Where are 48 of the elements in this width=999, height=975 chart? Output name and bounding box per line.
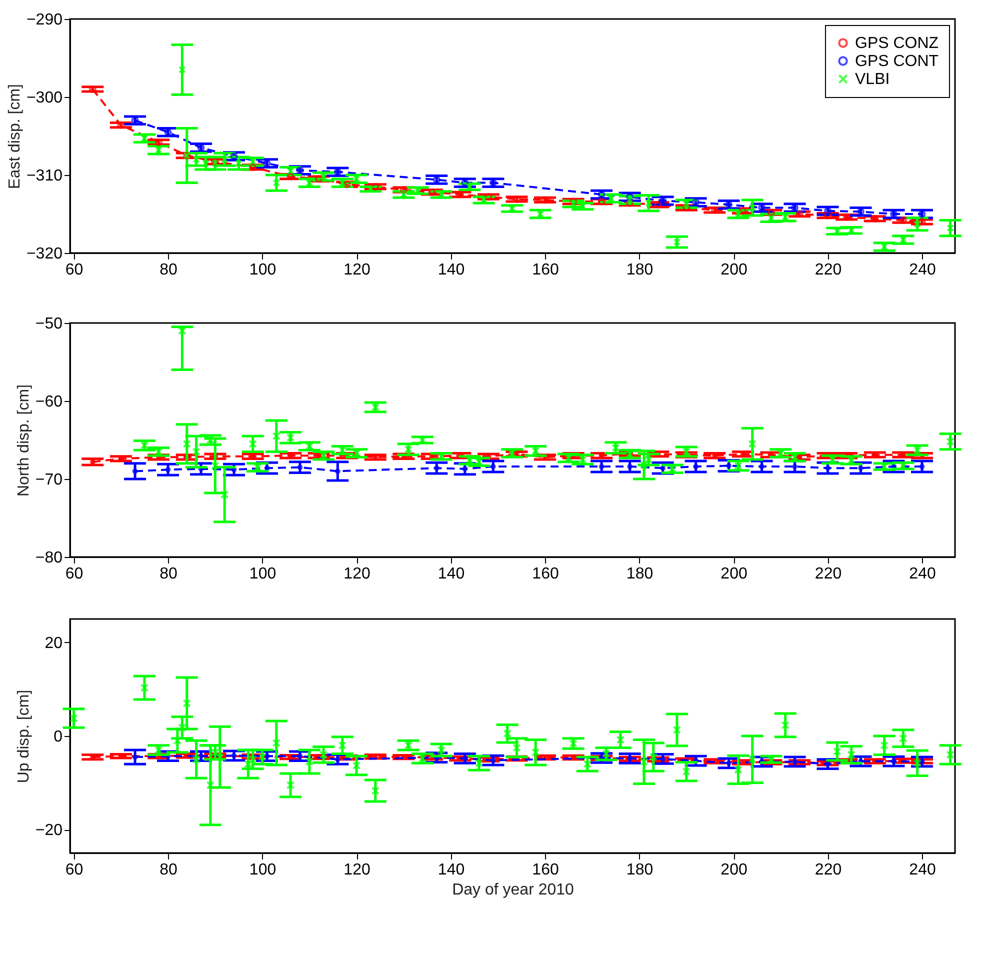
x-tick-label: 120 — [344, 862, 370, 878]
y-tick-label: −300 — [26, 90, 63, 106]
x-tick-label: 120 — [344, 566, 370, 582]
x-tick-label: 140 — [438, 566, 465, 582]
x-tick-label: 220 — [814, 566, 842, 582]
y-axis-title: Up disp. [cm] — [15, 690, 32, 784]
x-tick-label: 180 — [626, 862, 654, 878]
x-tick-label: 60 — [65, 262, 84, 278]
x-tick-label: 240 — [909, 862, 936, 878]
x-axis-title: Day of year 2010 — [452, 882, 574, 898]
x-tick-label: 160 — [532, 862, 559, 878]
y-tick-label: 0 — [54, 728, 63, 746]
x-tick-label: 80 — [160, 862, 178, 878]
x-tick-label: 200 — [720, 862, 748, 878]
x-tick-label: 200 — [720, 262, 748, 278]
x-tick-label: 220 — [814, 862, 842, 878]
legend-label: GPS CONT — [855, 53, 939, 70]
x-tick-label: 80 — [160, 566, 178, 582]
x-tick-label: 220 — [814, 262, 842, 278]
x-tick-label: 200 — [720, 566, 748, 582]
x-tick-label: 100 — [249, 862, 276, 878]
y-tick-label: −290 — [26, 12, 63, 28]
x-tick-label: 60 — [65, 862, 84, 878]
y-tick-label: 20 — [44, 634, 63, 652]
y-axis-title: East disp. [cm] — [6, 84, 24, 189]
x-tick-label: 120 — [344, 262, 370, 278]
y-tick-label: −50 — [35, 316, 63, 332]
x-tick-label: 100 — [249, 566, 276, 582]
x-tick-label: 60 — [65, 566, 84, 582]
x-tick-label: 140 — [438, 262, 465, 278]
y-tick-label: −70 — [35, 472, 63, 488]
y-tick-label: −60 — [35, 394, 63, 410]
y-axis-title: North disp. [cm] — [15, 384, 32, 497]
x-tick-label: 180 — [626, 262, 654, 278]
legend-label: GPS CONZ — [855, 35, 939, 52]
x-tick-label: 240 — [909, 566, 936, 582]
legend-label: VLBI — [855, 71, 890, 88]
x-tick-label: 100 — [249, 262, 276, 278]
y-tick-label: −320 — [26, 246, 63, 262]
y-tick-label: −20 — [35, 822, 63, 840]
x-tick-label: 140 — [438, 862, 465, 878]
y-tick-label: −310 — [26, 168, 63, 184]
x-tick-label: 180 — [626, 566, 654, 582]
x-tick-label: 240 — [909, 262, 936, 278]
x-tick-label: 80 — [160, 262, 178, 278]
x-tick-label: 160 — [532, 262, 559, 278]
x-tick-label: 160 — [532, 566, 559, 582]
y-tick-label: −80 — [35, 550, 63, 566]
